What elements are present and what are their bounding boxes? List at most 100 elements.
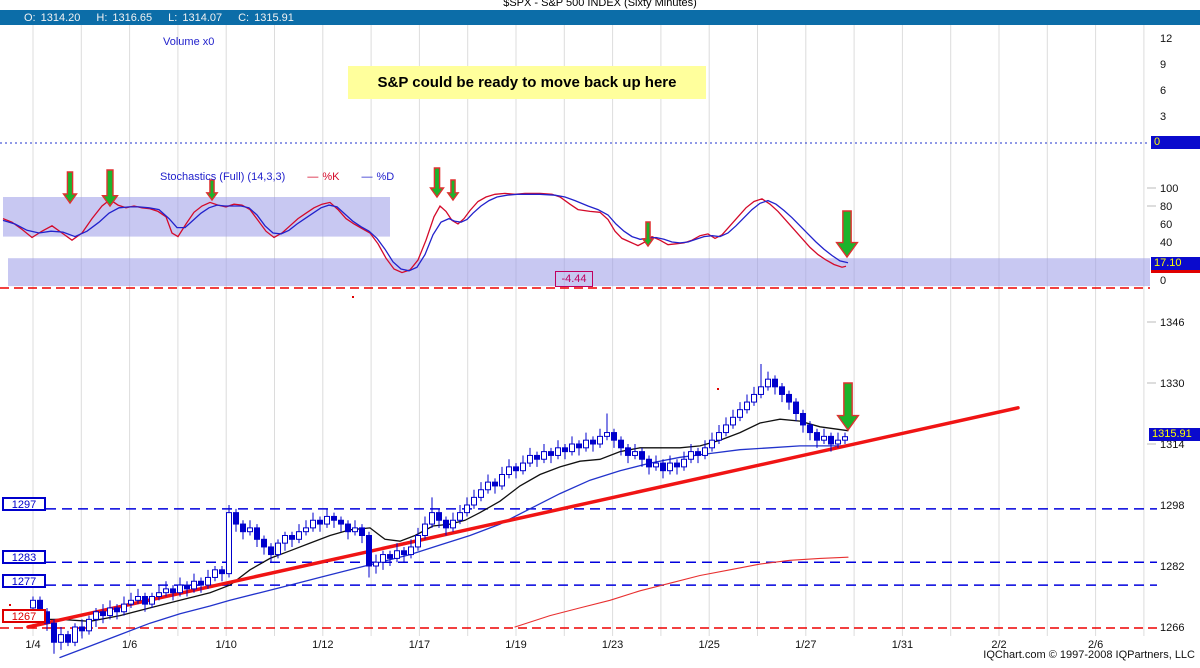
copyright-credit: IQChart.com © 1997-2008 IQPartners, LLC <box>983 649 1195 661</box>
stochastics-label: Stochastics (Full) (14,3,3) <box>160 171 286 183</box>
candle-body <box>751 393 757 403</box>
candle-body <box>443 519 449 529</box>
candle-body <box>219 569 225 575</box>
support-level-tag-1267[interactable]: 1267 <box>2 609 46 623</box>
price-axis-label: 1266 <box>1160 622 1184 634</box>
candle-body <box>611 432 617 441</box>
candle-body <box>821 435 827 441</box>
support-level-tag-1297[interactable]: 1297 <box>2 497 46 511</box>
ma-long-red <box>514 556 849 628</box>
candle-body <box>625 447 631 456</box>
x-axis-date-label: 1/4 <box>25 639 40 651</box>
candle-body <box>233 512 239 525</box>
candle-body <box>485 481 491 491</box>
high-value: 1316.65 <box>112 11 153 24</box>
candle-body <box>394 550 400 559</box>
candle-body <box>702 447 708 456</box>
candle-body <box>765 378 771 388</box>
candle-body <box>660 462 666 472</box>
x-axis-date-label: 1/12 <box>312 639 333 651</box>
candle-body <box>352 527 358 533</box>
down-arrow <box>62 171 78 205</box>
candle-body <box>429 512 435 525</box>
candle-body <box>772 378 778 388</box>
candle-body <box>387 554 393 559</box>
user-annotation-note[interactable]: S&P could be ready to move back up here <box>348 66 706 99</box>
price-axis-label: 1314 <box>1160 439 1184 451</box>
candle-body <box>653 462 659 468</box>
candle-body <box>632 451 638 456</box>
red-dot <box>717 388 719 390</box>
x-axis-date-label: 1/17 <box>409 639 430 651</box>
stoch-axis-label: 100 <box>1160 183 1178 195</box>
volume-zero-axis-tag: 0 <box>1151 136 1200 149</box>
candle-body <box>345 523 351 533</box>
candle-body <box>128 599 134 605</box>
candle-body <box>464 504 470 514</box>
candle-body <box>688 451 694 460</box>
stoch-axis-label: 60 <box>1160 219 1172 231</box>
candle-body <box>359 527 365 536</box>
price-axis-label: 1298 <box>1160 500 1184 512</box>
low-value: 1314.07 <box>182 11 223 24</box>
candle-body <box>709 439 715 449</box>
candle-body <box>814 432 820 441</box>
price-axis-label: 1346 <box>1160 317 1184 329</box>
stochastics-legend: Stochastics (Full) (14,3,3) — %K — %D <box>160 171 394 183</box>
volume-axis-label: 3 <box>1160 111 1166 123</box>
support-level-tag-1283[interactable]: 1283 <box>2 550 46 564</box>
candle-body <box>723 424 729 434</box>
volume-axis-label: 6 <box>1160 85 1166 97</box>
red-dot <box>352 296 354 298</box>
support-level-tag-1277[interactable]: 1277 <box>2 574 46 588</box>
candle-body <box>744 401 750 411</box>
candle-body <box>548 451 554 456</box>
stochastics-lower-marker-box: -4.44 <box>555 271 593 287</box>
candle-body <box>51 622 57 643</box>
candle-body <box>240 523 246 533</box>
candle-body <box>667 462 673 472</box>
candle-body <box>261 538 267 548</box>
candle-body <box>436 512 442 521</box>
candle-body <box>555 447 561 456</box>
down-arrow <box>429 167 445 199</box>
candle-body <box>163 588 169 594</box>
candle-body <box>786 393 792 403</box>
legend-percent-k: — %K <box>307 171 340 183</box>
trendline <box>26 406 1020 629</box>
x-axis-date-label: 2/2 <box>991 639 1006 651</box>
candle-body <box>520 462 526 472</box>
candle-body <box>534 454 540 460</box>
price-axis-label: 1330 <box>1160 378 1184 390</box>
red-dot <box>9 604 11 606</box>
candle-body <box>793 401 799 414</box>
candle-body <box>324 515 330 525</box>
volume-axis-label: 12 <box>1160 33 1172 45</box>
candle-body <box>114 607 120 613</box>
candle-body <box>471 496 477 506</box>
candle-body <box>730 416 736 426</box>
x-axis-date-label: 1/6 <box>122 639 137 651</box>
candle-body <box>401 550 407 556</box>
page-title: $SPX - S&P 500 INDEX (Sixty Minutes) <box>503 0 697 9</box>
down-arrow <box>835 210 859 259</box>
candle-body <box>779 386 785 395</box>
down-arrow <box>205 179 219 202</box>
candle-body <box>737 409 743 418</box>
candle-body <box>639 451 645 460</box>
candle-body <box>576 443 582 449</box>
candle-body <box>681 458 687 468</box>
low-label: L: <box>168 11 178 24</box>
candle-body <box>212 569 218 578</box>
stoch-axis-label: 80 <box>1160 201 1172 213</box>
candle-body <box>135 596 141 601</box>
candle-body <box>569 443 575 453</box>
stoch-axis-label: 40 <box>1160 237 1172 249</box>
candle-body <box>842 436 848 441</box>
close-value: 1315.91 <box>254 11 294 24</box>
down-arrow <box>641 221 655 248</box>
candle-body <box>618 439 624 449</box>
stoch-line-D <box>2 193 849 272</box>
candle-body <box>65 634 71 643</box>
